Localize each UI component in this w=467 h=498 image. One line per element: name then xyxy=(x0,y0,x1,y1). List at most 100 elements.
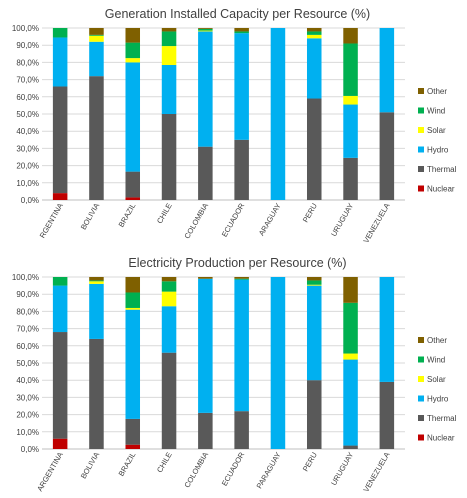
chart-0-ytick-label-1: 10,0% xyxy=(16,179,39,188)
electricity-production-chart: Electricity Production per Resource (%) 0… xyxy=(12,256,457,494)
chart-1-bar-ecuador-wind xyxy=(234,278,249,280)
chart-0-legend-label-wind: Wind xyxy=(427,107,445,116)
chart-1-ytick-label-7: 70,0% xyxy=(16,325,39,334)
chart-0-bar-brazil-nuclear xyxy=(125,197,141,200)
chart-0-bar-bolivia-wind xyxy=(89,34,104,36)
chart-0-category-label-brazil: BRAZIL xyxy=(117,202,138,229)
chart-0-ytick-label-3: 30,0% xyxy=(16,144,39,153)
chart-0-bar-chile-other xyxy=(161,28,177,32)
chart-1-bar-argentina-nuclear xyxy=(52,438,68,449)
chart-1-bar-peru-hydro xyxy=(306,285,322,381)
chart-1-category-label-colombia: COLOMBIA xyxy=(182,451,210,490)
chart-0-legend-swatch-nuclear xyxy=(418,185,424,192)
chart-1-bar-bolivia-hydro xyxy=(89,283,104,339)
chart-1-bar-ecuador-other xyxy=(234,277,249,279)
chart-0-bar-uruguay-thermal xyxy=(343,157,358,200)
chart-0-ytick-label-6: 60,0% xyxy=(16,93,39,102)
chart-1-bar-peru-thermal xyxy=(306,380,322,449)
chart-0-ytick-label-4: 40,0% xyxy=(16,127,39,136)
installed-capacity-chart: Generation Installed Capacity per Resour… xyxy=(12,7,457,245)
chart-0-category-label-ecuador: ECUADOR xyxy=(220,201,247,238)
chart-1-bar-uruguay-thermal xyxy=(343,445,358,449)
chart-1-bar-uruguay-other xyxy=(343,277,358,303)
chart-1-bar-uruguay-solar xyxy=(343,353,358,360)
chart-1-bar-chile-other xyxy=(161,277,177,282)
chart-0-bar-uruguay-other xyxy=(343,28,358,44)
chart-1-bar-uruguay-hydro xyxy=(343,359,358,446)
chart-0-bar-colombia-hydro xyxy=(198,31,213,147)
chart-1-ytick-label-9: 90,0% xyxy=(16,290,39,299)
chart-0-legend-swatch-hydro xyxy=(418,146,424,153)
chart-0-legend-swatch-thermal xyxy=(418,166,424,172)
chart-0-category-label-venezuela: VENEZUELA xyxy=(361,202,391,245)
chart-1-ytick-label-6: 60,0% xyxy=(16,342,39,351)
chart-0-legend-label-thermal: Thermal xyxy=(427,165,457,174)
chart-0-bar-ecuador-hydro xyxy=(234,33,249,140)
chart-1-bar-ecuador-hydro xyxy=(234,279,249,412)
chart-1-bar-brazil-nuclear xyxy=(125,444,141,449)
chart-1-bar-peru-other xyxy=(306,277,322,281)
chart-0-bar-brazil-wind xyxy=(125,42,141,59)
chart-0-bar-brazil-thermal xyxy=(125,171,141,198)
chart-1-ytick-label-2: 20,0% xyxy=(16,411,39,420)
chart-0-bar-argentina-thermal xyxy=(52,86,68,194)
chart-1-bar-argentina-thermal xyxy=(52,332,68,439)
chart-0-bar-peru-other xyxy=(306,28,322,32)
chart-1-bar-brazil-hydro xyxy=(125,309,141,419)
chart-0-category-label-uruguay: URUGUAY xyxy=(329,202,355,239)
chart-1-bar-peru-wind xyxy=(306,280,322,285)
chart-0-ytick-label-7: 70,0% xyxy=(16,76,39,85)
chart-1-ytick-label-0: 0,0% xyxy=(21,445,39,454)
chart-0-ytick-label-2: 20,0% xyxy=(16,162,39,171)
chart-0-ytick-label-8: 80,0% xyxy=(16,58,39,67)
chart-1-bar-paraguay-hydro xyxy=(270,277,286,449)
chart-1-ytick-label-8: 80,0% xyxy=(16,307,39,316)
chart-1-legend-label-solar: Solar xyxy=(427,375,446,384)
chart-0-bar-ecuador-wind xyxy=(234,31,249,34)
chart-0-ytick-label-0: 0,0% xyxy=(21,196,39,205)
chart-1-bar-chile-solar xyxy=(161,291,177,307)
chart-0-bar-peru-hydro xyxy=(306,38,322,99)
chart-1-category-label-bolivia: BOLIVIA xyxy=(79,451,101,481)
chart-0-bar-chile-solar xyxy=(161,46,177,65)
chart-0-ytick-label-5: 50,0% xyxy=(16,110,39,119)
chart-0-bar-argentina-nuclear xyxy=(52,193,68,200)
chart-1-bar-bolivia-other xyxy=(89,277,104,281)
chart-0-ytick-label-10: 100,0% xyxy=(12,24,39,33)
chart-1-category-label-paraguay: PARAGUAY xyxy=(255,451,283,491)
chart-0-legend-label-solar: Solar xyxy=(427,126,446,135)
chart-1-bar-ecuador-thermal xyxy=(234,411,249,449)
chart-0-ytick-label-9: 90,0% xyxy=(16,41,39,50)
chart-0-bar-paraguay-hydro xyxy=(270,28,286,200)
chart-1-bar-brazil-other xyxy=(125,277,141,293)
chart-0-bar-ecuador-thermal xyxy=(234,139,249,200)
chart-1-bar-bolivia-thermal xyxy=(89,338,104,449)
chart-1-bar-venezuela-thermal xyxy=(379,381,395,449)
chart-0-bar-bolivia-hydro xyxy=(89,41,104,77)
chart-0-bar-uruguay-hydro xyxy=(343,104,358,158)
chart-1-title: Electricity Production per Resource (%) xyxy=(128,256,346,270)
chart-0-bar-peru-wind xyxy=(306,31,322,35)
chart-0-bar-chile-wind xyxy=(161,31,177,47)
chart-1-legend-swatch-nuclear xyxy=(418,434,424,441)
chart-0-category-label-bolivia: BOLIVIA xyxy=(79,202,101,232)
chart-0-bar-colombia-wind xyxy=(198,28,213,31)
chart-1-bar-bolivia-solar xyxy=(89,281,104,284)
chart-0-bar-brazil-other xyxy=(125,28,141,43)
chart-0-category-label-colombia: COLOMBIA xyxy=(182,202,210,241)
chart-1-legend-label-nuclear: Nuclear xyxy=(427,434,455,443)
chart-1-bar-venezuela-hydro xyxy=(379,277,395,382)
chart-1-legend-swatch-other xyxy=(418,337,424,343)
chart-1-legend-label-other: Other xyxy=(427,336,447,345)
chart-0-legend-label-nuclear: Nuclear xyxy=(427,185,455,194)
chart-0-legend-label-hydro: Hydro xyxy=(427,146,449,155)
chart-0-category-label-chile: CHILE xyxy=(155,202,174,226)
chart-0-bar-colombia-solar xyxy=(198,30,213,32)
chart-1-bar-brazil-solar xyxy=(125,307,141,310)
chart-1-ytick-label-10: 100,0% xyxy=(12,273,39,282)
chart-0-bar-colombia-thermal xyxy=(198,146,213,200)
chart-0-bar-colombia-other xyxy=(198,28,213,29)
chart-1-bar-argentina-hydro xyxy=(52,285,68,333)
chart-0-legend-swatch-wind xyxy=(418,107,424,114)
